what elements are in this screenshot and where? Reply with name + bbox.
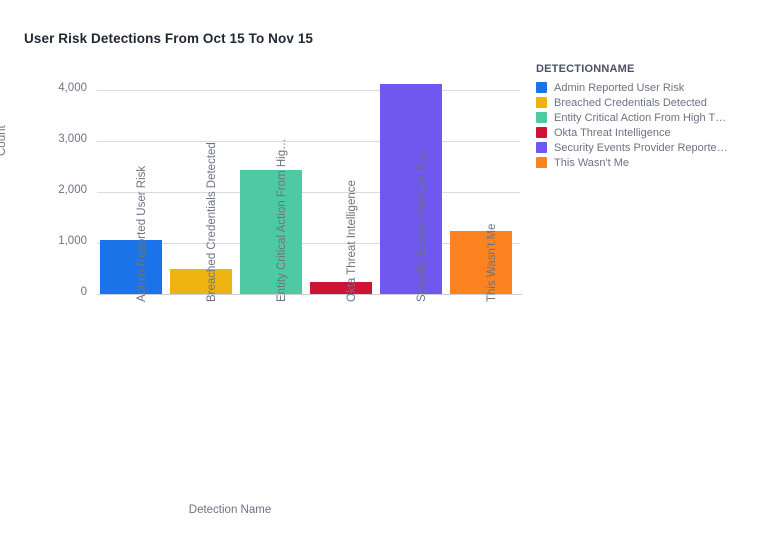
legend-item[interactable]: Admin Reported User Risk	[536, 81, 764, 94]
bar[interactable]	[450, 231, 512, 294]
x-axis-baseline	[97, 294, 522, 295]
bar[interactable]	[100, 239, 162, 294]
y-tick-label: 4,000	[58, 82, 87, 94]
legend-color-swatch	[536, 157, 547, 168]
y-axis-ticks: 4,000 3,000 2,000 1,000 0	[25, 0, 87, 533]
legend-item[interactable]: Breached Credentials Detected	[536, 96, 764, 109]
legend: DETECTIONNAME Admin Reported User Risk Br…	[536, 63, 764, 171]
x-tick-label: Security Events Provider Rep…	[416, 140, 428, 302]
legend-color-swatch	[536, 82, 547, 93]
legend-item[interactable]: Entity Critical Action From High T…	[536, 111, 764, 124]
bar[interactable]	[380, 83, 442, 294]
bar[interactable]	[240, 169, 302, 294]
gridline	[97, 90, 520, 91]
legend-color-swatch	[536, 112, 547, 123]
gridline	[97, 192, 520, 193]
legend-item-label: Okta Threat Intelligence	[554, 126, 671, 139]
x-tick-label: Okta Threat Intelligence	[346, 180, 358, 302]
x-axis-title-text: Detection Name	[188, 504, 272, 516]
gridline	[97, 141, 520, 142]
legend-item[interactable]: This Wasn't Me	[536, 156, 764, 169]
legend-item[interactable]: Security Events Provider Reporte…	[536, 141, 764, 154]
legend-items: Admin Reported User Risk Breached Credent…	[536, 81, 764, 169]
legend-item-label: Security Events Provider Reporte…	[554, 141, 728, 154]
legend-title: DETECTIONNAME	[536, 63, 635, 75]
x-axis-title: Detection Name	[0, 504, 770, 516]
legend-item-label: Entity Critical Action From High T…	[554, 111, 727, 124]
legend-color-swatch	[536, 127, 547, 138]
chart-title: User Risk Detections From Oct 15 To Nov …	[24, 31, 314, 46]
y-tick-label: 2,000	[58, 184, 87, 196]
x-tick-label: Entity Critical Action From Hig…	[276, 138, 288, 302]
legend-item-label: Admin Reported User Risk	[554, 81, 685, 94]
x-tick-label: This Wasn't Me	[486, 223, 498, 302]
bar[interactable]	[310, 282, 372, 294]
legend-color-swatch	[536, 97, 547, 108]
plot-area	[97, 83, 520, 294]
y-axis-title: Count	[0, 125, 8, 156]
y-tick-label: 0	[80, 286, 87, 298]
gridline	[97, 243, 520, 244]
x-tick-label: Breached Credentials Detected	[206, 142, 218, 302]
legend-color-swatch	[536, 142, 547, 153]
y-tick-label: 3,000	[58, 133, 87, 145]
bar[interactable]	[170, 269, 232, 294]
legend-item-label: This Wasn't Me	[554, 156, 630, 169]
x-tick-label: Admin Reported User Risk	[136, 165, 148, 302]
legend-item[interactable]: Okta Threat Intelligence	[536, 126, 764, 139]
legend-item-label: Breached Credentials Detected	[554, 96, 707, 109]
y-tick-label: 1,000	[58, 235, 87, 247]
